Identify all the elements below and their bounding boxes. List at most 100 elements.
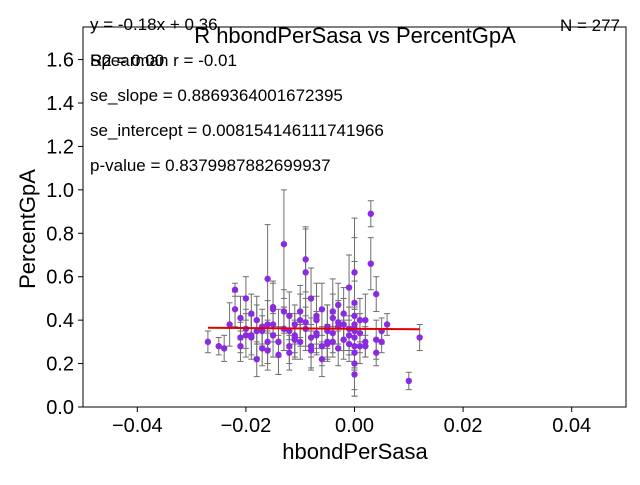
- data-point: [297, 316, 304, 324]
- y-tick-label: 1.2: [46, 136, 74, 158]
- data-point: [269, 306, 277, 313]
- data-point: [356, 316, 364, 324]
- data-point: [340, 321, 347, 328]
- data-point: [367, 210, 374, 217]
- data-point: [329, 338, 336, 346]
- data-point: [313, 316, 320, 324]
- data-point: [258, 327, 266, 335]
- y-tick-label: 1.6: [46, 50, 74, 72]
- x-tick-label: −0.04: [112, 415, 163, 437]
- data-point: [373, 336, 380, 343]
- data-point: [307, 347, 315, 354]
- data-point: [351, 349, 358, 356]
- data-point: [264, 347, 271, 354]
- data-point: [307, 334, 315, 341]
- data-point: [269, 321, 277, 328]
- data-point: [297, 308, 304, 315]
- y-tick-label: 1.4: [46, 93, 74, 115]
- data-point: [231, 286, 239, 293]
- data-point: [237, 334, 244, 341]
- data-point: [329, 308, 336, 315]
- y-tick-label: 1.0: [46, 180, 74, 202]
- chart-title: R hbondPerSasa vs PercentGpA: [194, 23, 516, 48]
- data-point: [313, 329, 320, 337]
- data-point: [275, 351, 282, 359]
- data-point: [351, 312, 358, 319]
- x-tick-label: −0.02: [221, 415, 272, 437]
- data-point: [356, 343, 364, 350]
- data-point: [351, 269, 358, 276]
- data-point: [362, 338, 369, 346]
- annotation-se-intercept: se_intercept = 0.008154146111741966: [90, 121, 384, 140]
- data-point: [248, 332, 255, 339]
- data-point: [329, 329, 336, 337]
- data-point: [264, 275, 271, 283]
- data-point: [362, 316, 369, 324]
- data-point: [324, 340, 331, 348]
- data-point: [373, 290, 380, 298]
- data-point: [204, 338, 212, 346]
- annotation-spearman: Spearman r = -0.01: [90, 51, 237, 70]
- data-point: [248, 310, 255, 317]
- data-point: [226, 321, 233, 328]
- y-axis-label: PercentGpA: [15, 169, 40, 289]
- data-point: [286, 312, 293, 319]
- data-point: [280, 240, 288, 248]
- data-point: [340, 310, 347, 317]
- data-point: [286, 349, 293, 356]
- annotation-n: N = 277: [560, 16, 620, 35]
- data-point: [237, 343, 244, 350]
- data-point: [351, 371, 358, 378]
- data-point: [231, 306, 239, 313]
- regression-line: [207, 326, 420, 331]
- data-point: [351, 343, 358, 350]
- data-point: [291, 321, 298, 328]
- data-point: [258, 345, 266, 352]
- data-point: [307, 295, 315, 302]
- annotation-p-value: p-value = 0.8379987882699937: [90, 156, 331, 175]
- data-point: [351, 299, 358, 306]
- x-tick-label: 0.00: [335, 415, 374, 437]
- data-point: [264, 338, 271, 346]
- data-point: [269, 332, 277, 339]
- data-point: [302, 319, 309, 326]
- x-tick-label: 0.02: [444, 415, 483, 437]
- data-point: [335, 345, 342, 352]
- data-point: [378, 338, 385, 346]
- data-point: [302, 256, 309, 263]
- data-point: [220, 345, 228, 352]
- data-point: [280, 308, 288, 315]
- errorbar-layer: [204, 189, 423, 397]
- data-point: [351, 360, 358, 367]
- y-tick-label: 0.6: [46, 267, 74, 289]
- data-point: [329, 314, 336, 322]
- y-axis-ticks: 0.0 0.2 0.4 0.6 0.8 1.0 1.2 1.4 1.6: [46, 50, 83, 419]
- data-point: [318, 343, 326, 350]
- data-point: [340, 336, 347, 343]
- x-axis-label: hbondPerSasa: [282, 439, 428, 464]
- data-point: [345, 340, 353, 348]
- data-point: [264, 321, 271, 328]
- data-point: [286, 343, 293, 350]
- annotation-equation: y = -0.18x + 0.36: [90, 15, 218, 34]
- annotation-r2: R2 = 0.00: [90, 51, 164, 70]
- data-point: [275, 338, 282, 346]
- data-point: [367, 260, 374, 267]
- y-tick-label: 0.8: [46, 223, 74, 245]
- data-point: [318, 306, 326, 313]
- data-point: [242, 332, 250, 339]
- data-point: [297, 338, 304, 346]
- data-point: [356, 329, 364, 337]
- y-tick-label: 0.0: [46, 397, 74, 419]
- data-point: [302, 269, 309, 276]
- data-point: [335, 301, 342, 309]
- data-point: [405, 377, 412, 385]
- data-point: [253, 316, 260, 324]
- data-point: [253, 356, 260, 363]
- data-point: [237, 314, 244, 322]
- data-point: [345, 332, 353, 339]
- x-tick-label: 0.04: [552, 415, 591, 437]
- annotation-se-slope: se_slope = 0.8869364001672395: [90, 86, 343, 105]
